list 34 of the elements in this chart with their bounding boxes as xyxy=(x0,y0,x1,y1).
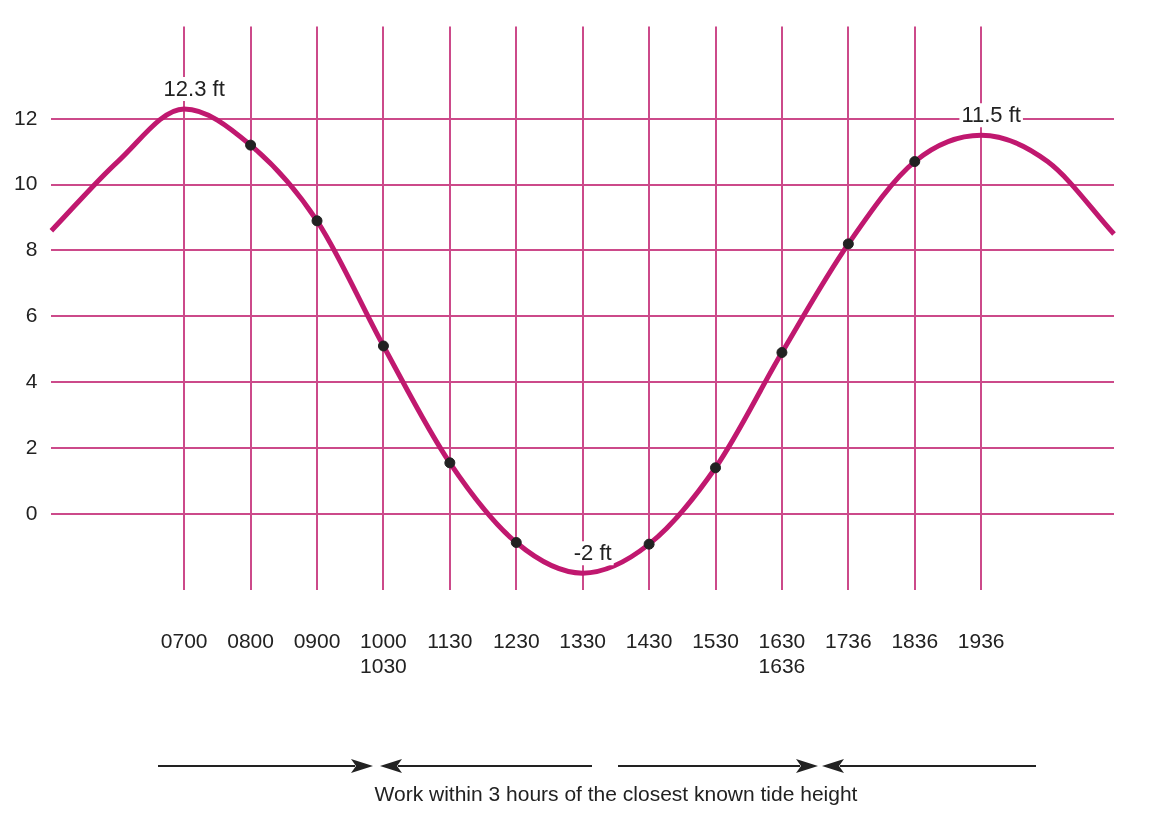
point xyxy=(710,462,722,474)
point xyxy=(776,347,788,359)
y-tick-label: 10 xyxy=(14,171,38,195)
point xyxy=(909,156,921,168)
y-tick-label: 8 xyxy=(25,237,38,261)
point xyxy=(842,238,854,250)
x-tick-label: 1736 xyxy=(824,629,872,652)
y-tick-label: 4 xyxy=(25,368,38,392)
x-tick-label: 1230 xyxy=(492,629,540,652)
x-tick-label: 0700 xyxy=(160,629,208,652)
y-tick-label: 12 xyxy=(14,105,38,129)
x-tick-label: 0900 xyxy=(293,629,341,652)
point xyxy=(444,457,456,469)
x-tick-label: 1630 1636 xyxy=(758,629,806,678)
x-tick-label: 1836 xyxy=(891,629,939,652)
x-tick-label: 1130 xyxy=(427,629,473,652)
x-tick-label: 1330 xyxy=(559,629,607,652)
point xyxy=(311,215,323,227)
annotation: -2 ft xyxy=(573,540,612,566)
x-tick-label: 0800 xyxy=(227,629,274,652)
x-tick-label: 1000 1030 xyxy=(360,629,407,678)
point xyxy=(377,340,389,352)
point xyxy=(245,139,257,151)
y-tick-label: 6 xyxy=(25,303,38,327)
point xyxy=(510,537,522,549)
point xyxy=(643,538,655,550)
annotation: 12.3 ft xyxy=(163,75,225,101)
x-tick-label: 1936 xyxy=(957,629,1005,652)
x-tick-label: 1430 xyxy=(625,629,673,652)
y-tick-label: 2 xyxy=(25,434,38,458)
annotation: 11.5 ft xyxy=(961,102,1021,128)
x-tick-label: 1530 xyxy=(692,629,739,652)
text: Work within 3 hours of the closest known tide height xyxy=(373,782,859,806)
y-tick-label: 0 xyxy=(25,500,38,524)
